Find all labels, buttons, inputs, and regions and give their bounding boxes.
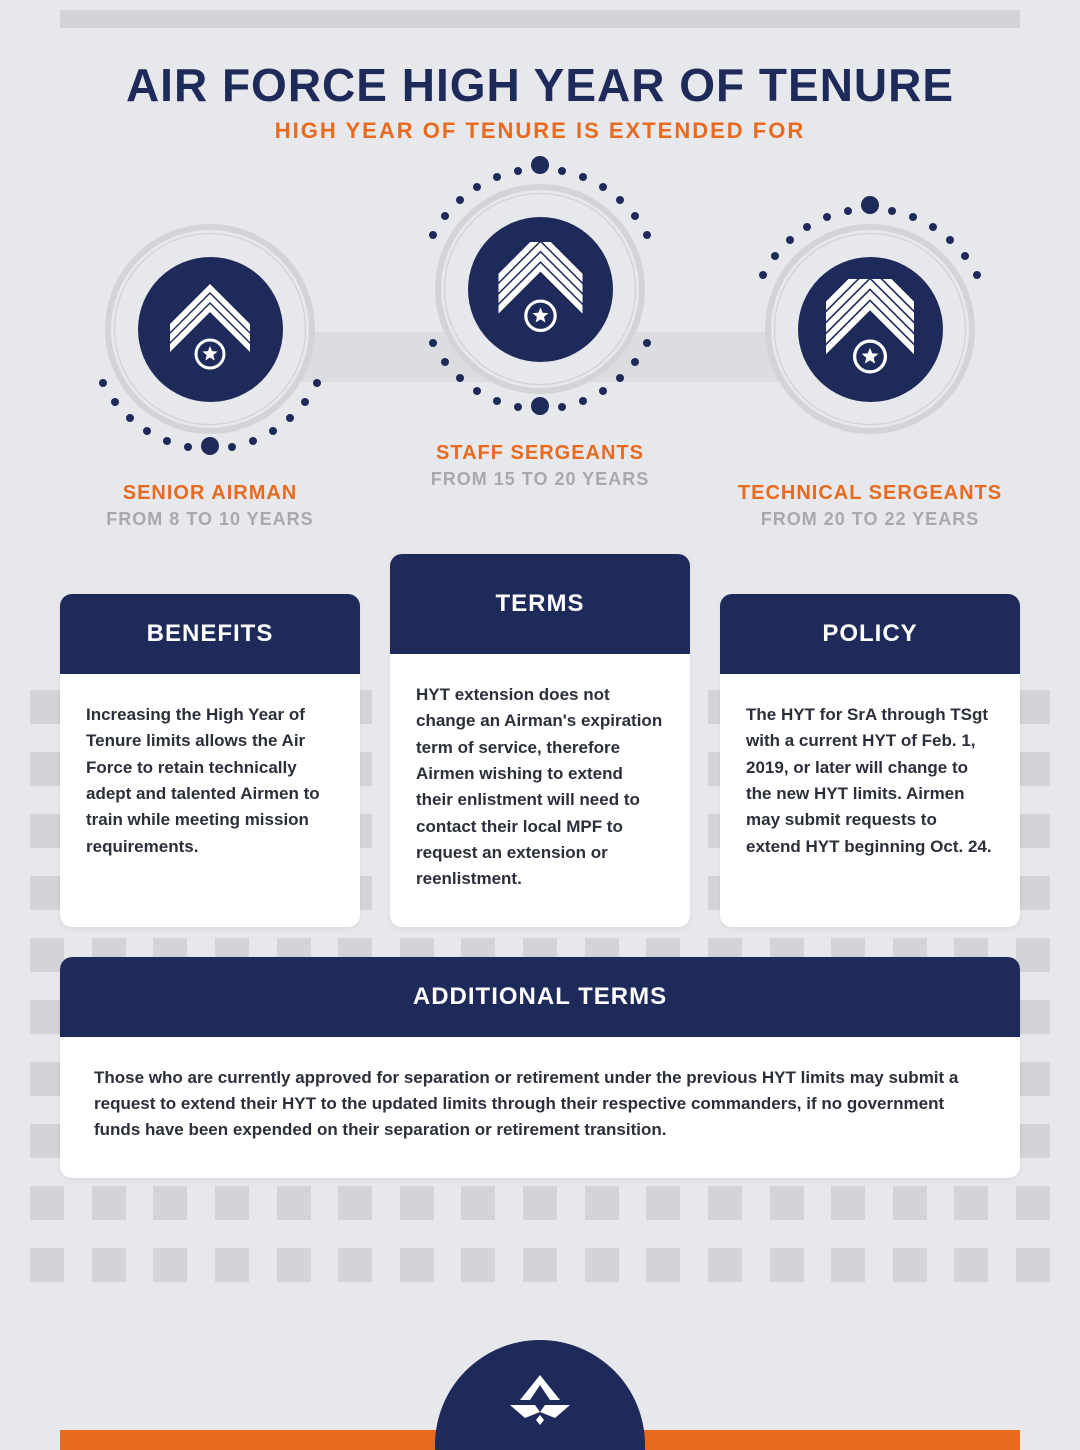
rank-label: SENIOR AIRMAN [60, 482, 360, 505]
insignia-svg [160, 284, 260, 374]
rank-sublabel: FROM 15 TO 20 YEARS [390, 469, 690, 490]
card-body: Increasing the High Year of Tenure limit… [60, 674, 360, 894]
footer-emblem [435, 1340, 645, 1450]
rank-badge-ring [765, 224, 975, 434]
ranks-row: SENIOR AIRMAN FROM 8 TO 10 YEARS STAFF S… [60, 184, 1020, 564]
rank-insignia-icon [468, 217, 613, 362]
card-body: Those who are currently approved for sep… [60, 1037, 1020, 1178]
rank-label: STAFF SERGEANTS [390, 442, 690, 465]
subtitle: HIGH YEAR OF TENURE IS EXTENDED FOR [0, 118, 1080, 144]
rank-badge-ring [435, 184, 645, 394]
rank-senior-airman: SENIOR AIRMAN FROM 8 TO 10 YEARS [60, 224, 360, 530]
arc-end-dot [861, 196, 879, 214]
arc-end-dot [531, 156, 549, 174]
card-title: TERMS [390, 554, 690, 654]
air-force-wings-icon [495, 1360, 585, 1430]
insignia-svg [488, 242, 593, 337]
card-additional-terms: ADDITIONAL TERMS Those who are currently… [60, 957, 1020, 1178]
rank-sublabel: FROM 20 TO 22 YEARS [720, 509, 1020, 530]
arc-end-dot [201, 437, 219, 455]
rank-label: TECHNICAL SERGEANTS [720, 482, 1020, 505]
arc-end-dot [531, 397, 549, 415]
top-bar [60, 10, 1020, 28]
rank-sublabel: FROM 8 TO 10 YEARS [60, 509, 360, 530]
card-body: HYT extension does not change an Airman'… [390, 654, 690, 927]
rank-badge-ring [105, 224, 315, 434]
card-body: The HYT for SrA through TSgt with a curr… [720, 674, 1020, 894]
title-block: AIR FORCE HIGH YEAR OF TENURE HIGH YEAR … [0, 58, 1080, 144]
rank-insignia-icon [798, 257, 943, 402]
card-policy: POLICY The HYT for SrA through TSgt with… [720, 594, 1020, 927]
card-benefits: BENEFITS Increasing the High Year of Ten… [60, 594, 360, 927]
card-title: BENEFITS [60, 594, 360, 674]
main-title: AIR FORCE HIGH YEAR OF TENURE [0, 58, 1080, 112]
rank-insignia-icon [138, 257, 283, 402]
insignia-svg [815, 279, 925, 379]
rank-technical-sergeants: TECHNICAL SERGEANTS FROM 20 TO 22 YEARS [720, 224, 1020, 530]
rank-staff-sergeants: STAFF SERGEANTS FROM 15 TO 20 YEARS [390, 184, 690, 490]
card-title: POLICY [720, 594, 1020, 674]
card-terms: TERMS HYT extension does not change an A… [390, 554, 690, 927]
cards-row: BENEFITS Increasing the High Year of Ten… [60, 594, 1020, 927]
card-title: ADDITIONAL TERMS [60, 957, 1020, 1037]
